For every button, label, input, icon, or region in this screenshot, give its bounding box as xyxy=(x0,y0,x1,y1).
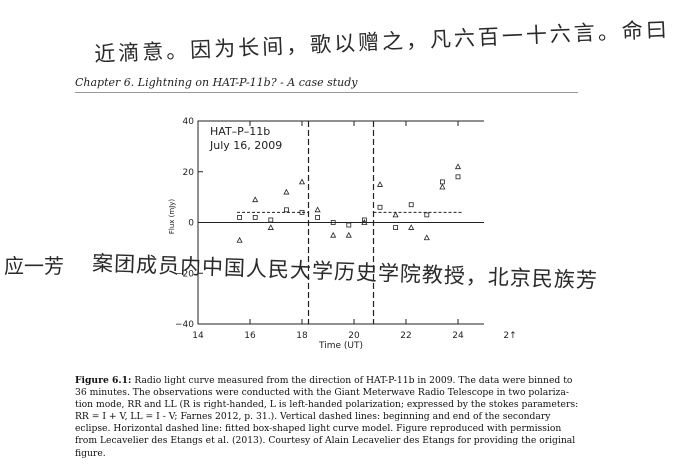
caption-line: eclipse. Horizontal dashed line: fitted … xyxy=(75,423,562,435)
data-point-triangle xyxy=(439,183,446,190)
data-point-triangle xyxy=(423,234,430,241)
x-tick-label: 18 xyxy=(296,331,308,341)
y-tick-label: −40 xyxy=(175,320,194,330)
data-point-square xyxy=(455,174,461,180)
header-rule xyxy=(75,92,578,93)
caption-label: Figure 6.1: xyxy=(75,375,132,386)
data-point-square xyxy=(361,217,367,223)
caption-line: Radio light curve measured from the dire… xyxy=(134,375,573,386)
caption-line: tion mode, RR and LL (R is right-handed,… xyxy=(75,399,579,411)
data-point-triangle xyxy=(267,224,274,230)
data-point-triangle xyxy=(345,231,352,238)
data-point-square xyxy=(377,204,383,210)
x-tick-label: 14 xyxy=(192,331,204,341)
data-point-triangle xyxy=(330,231,337,238)
data-point-square xyxy=(268,217,274,223)
data-point-triangle xyxy=(376,181,384,187)
data-point-square xyxy=(252,215,258,220)
inset-title: HAT–P–11b xyxy=(210,125,270,138)
data-point-square xyxy=(439,179,445,185)
data-point-square xyxy=(237,215,243,220)
data-point-triangle xyxy=(392,211,399,218)
data-point-square xyxy=(283,207,289,213)
data-point-triangle xyxy=(252,196,259,203)
caption-line: 36 minutes. The observations were conduc… xyxy=(75,387,569,399)
inset-title: July 16, 2009 xyxy=(209,139,282,152)
data-point-triangle xyxy=(283,188,290,195)
caption-line: figure. xyxy=(75,447,106,459)
y-tick-label: 20 xyxy=(183,168,195,178)
y-tick-label: 0 xyxy=(188,219,194,229)
x-tick-label: 16 xyxy=(244,331,256,341)
handwritten-annotation-left: 应一芳 xyxy=(4,254,64,278)
caption-line: RR = I + V, LL = I - V; Farnes 2012, p. … xyxy=(75,411,551,423)
data-point-triangle xyxy=(361,219,368,225)
caption-body: Radio light curve measured from the dire… xyxy=(75,375,578,459)
y-axis-label: Flux (mJy) xyxy=(168,199,176,235)
figure-caption: Figure 6.1: Radio light curve measured f… xyxy=(75,375,580,460)
data-point-square xyxy=(393,225,399,230)
data-point-square xyxy=(315,215,321,220)
data-point-square xyxy=(330,220,336,225)
data-point-triangle xyxy=(298,178,306,185)
y-tick-label: 40 xyxy=(183,117,195,127)
x-axis-label: Time (UT) xyxy=(318,341,363,351)
data-point-triangle xyxy=(454,163,462,170)
data-point-triangle xyxy=(314,206,321,213)
y-tick-label: −20 xyxy=(175,269,194,279)
chapter-header: Chapter 6. Lightning on HAT-P-11b? - A c… xyxy=(75,76,358,89)
data-point-square xyxy=(299,209,305,215)
x-tick-label: 2↑ xyxy=(503,331,516,341)
data-point-triangle xyxy=(408,224,415,230)
data-point-triangle xyxy=(236,236,243,243)
data-point-square xyxy=(408,202,414,208)
data-point-square xyxy=(424,212,430,218)
x-tick-label: 20 xyxy=(348,331,360,341)
x-tick-label: 22 xyxy=(400,331,411,341)
caption-line: from Lecavelier des Etangs et al. (2013)… xyxy=(75,435,576,447)
x-tick-label: 24 xyxy=(452,331,464,341)
data-point-square xyxy=(346,222,352,228)
